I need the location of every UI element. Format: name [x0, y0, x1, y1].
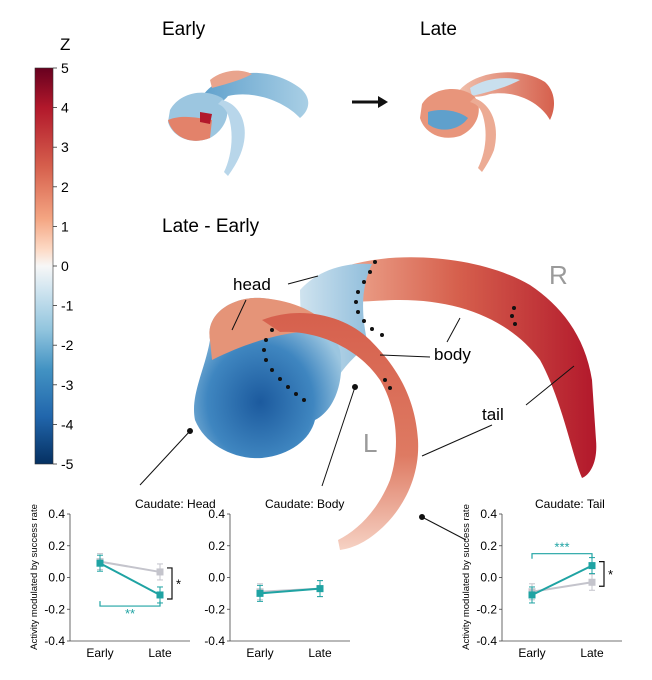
colorbar-label: Z — [60, 35, 70, 54]
y-tick-label: -0.2 — [204, 602, 225, 616]
y-tick-label: 0.0 — [480, 571, 497, 585]
teal-series-line — [259, 587, 321, 595]
y-tick-label: 0.2 — [480, 539, 497, 553]
y-tick-label: -0.4 — [476, 634, 497, 648]
left-tail-region — [262, 312, 419, 550]
plot-caudate-body: Caudate: Body 0.4 0.2 0.0 -0.2 -0.4 Early Late — [204, 497, 350, 660]
teal-series-line — [531, 564, 593, 596]
plot-connectors — [139, 384, 467, 541]
colorbar-tick-label: -5 — [61, 456, 74, 472]
colorbar-tick-label: -4 — [61, 416, 74, 432]
teal-point — [588, 562, 596, 570]
label-tail: tail — [482, 405, 504, 424]
colorbar-ticks: 5 4 3 2 1 0 -1 -2 -3 -4 -5 — [53, 60, 74, 472]
colorbar-tick-label: -1 — [61, 298, 74, 314]
x-tick-label: Early — [518, 646, 545, 660]
label-left-hemisphere: L — [363, 428, 377, 458]
teal-significance-bracket — [99, 601, 161, 607]
y-tick-label: 0.4 — [480, 507, 497, 521]
teal-series-line — [99, 562, 161, 596]
colorbar-tick-label: 1 — [61, 218, 69, 234]
teal-point — [256, 589, 264, 597]
colorbar-tick-label: -3 — [61, 377, 74, 393]
y-tick-label: -0.2 — [44, 602, 65, 616]
x-tick-label: Late — [580, 646, 604, 660]
x-tick-label: Late — [308, 646, 332, 660]
early-caudate-render — [168, 70, 309, 176]
y-tick-label: 0.0 — [48, 571, 65, 585]
plot-title: Caudate: Body — [265, 497, 344, 511]
title-late: Late — [420, 19, 457, 40]
gray-point — [156, 568, 164, 576]
plot-title: Caudate: Tail — [535, 497, 605, 511]
y-tick-label: -0.4 — [44, 634, 65, 648]
y-axis-label: Activity modulated by success rate — [461, 504, 472, 650]
label-right-hemisphere: R — [549, 260, 568, 290]
colorbar-tick-label: 3 — [61, 139, 69, 155]
teal-significance: ** — [125, 606, 135, 621]
label-body: body — [434, 345, 471, 364]
significance-bracket — [599, 560, 605, 587]
tail-leader-line — [525, 365, 575, 406]
late-minus-early-caudate-render — [193, 257, 597, 550]
teal-point — [156, 591, 164, 599]
late-caudate-render — [420, 72, 555, 172]
significance-between: * — [608, 567, 613, 582]
colorbar-tick-label: 4 — [61, 100, 69, 116]
gray-series-line — [99, 560, 161, 573]
y-tick-label: 0.4 — [48, 507, 65, 521]
significance-bracket — [167, 567, 173, 600]
y-tick-label: -0.2 — [476, 602, 497, 616]
body-leader-line — [379, 354, 431, 358]
colorbar-gradient — [34, 67, 54, 465]
x-tick-label: Late — [148, 646, 172, 660]
y-tick-label: -0.4 — [204, 634, 225, 648]
teal-point — [96, 559, 104, 567]
x-tick-label: Early — [86, 646, 113, 660]
plot-title: Caudate: Head — [135, 497, 216, 511]
y-axis-label: Activity modulated by success rate — [29, 504, 40, 650]
colorbar-tick-label: 5 — [61, 60, 69, 76]
colorbar-tick-label: -2 — [61, 337, 74, 353]
colorbar-tick-label: 2 — [61, 179, 69, 195]
colorbar: Z 5 4 3 2 1 0 -1 -2 -3 -4 -5 — [34, 35, 74, 472]
progression-arrow-icon — [352, 96, 388, 108]
y-tick-label: 0.2 — [48, 539, 65, 553]
gray-point — [588, 578, 596, 586]
colorbar-tick-label: 0 — [61, 258, 69, 274]
head-leader-line — [287, 275, 319, 285]
subregion-boundaries — [262, 260, 517, 402]
x-tick-label: Early — [246, 646, 273, 660]
y-tick-label: 0.4 — [208, 507, 225, 521]
right-caudate-band — [318, 257, 597, 478]
y-tick-label: 0.0 — [208, 571, 225, 585]
title-late-minus-early: Late - Early — [162, 216, 260, 237]
teal-point — [316, 585, 324, 593]
teal-significance-bracket — [531, 553, 593, 559]
teal-significance: *** — [554, 540, 569, 555]
significance-between: * — [176, 576, 181, 591]
y-tick-label: 0.2 — [208, 539, 225, 553]
plot-caudate-tail: Caudate: Tail 0.4 0.2 0.0 -0.2 -0.4 Early Late A… — [461, 497, 622, 660]
title-early: Early — [162, 19, 206, 40]
plot-caudate-head: Caudate: Head 0.4 0.2 0.0 -0.2 -0.4 Early Late A… — [29, 497, 216, 660]
label-head: head — [233, 275, 271, 294]
teal-point — [528, 591, 536, 599]
